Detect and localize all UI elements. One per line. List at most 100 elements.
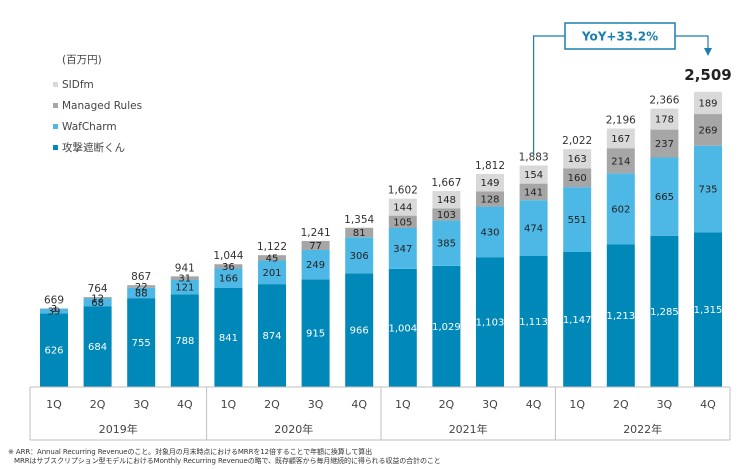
segment-label: 178 (655, 115, 674, 126)
x-tick-label: 4Q (177, 398, 193, 411)
bar-segment (694, 91, 722, 115)
yoy-text: YoY+33.2% (581, 30, 658, 44)
bar-segment (476, 206, 504, 258)
segment-label: 1,147 (563, 315, 592, 326)
total-label: 1,812 (475, 160, 505, 172)
x-tick-label: 2Q (439, 398, 455, 411)
legend-swatch (53, 103, 58, 108)
total-label: 669 (44, 294, 64, 306)
segment-label: 915 (306, 329, 325, 340)
bar-segment (388, 227, 417, 269)
bar-segment (127, 285, 156, 288)
total-label: 1,044 (213, 250, 243, 262)
total-label: 867 (131, 271, 151, 283)
x-tick-label: 3Q (657, 398, 673, 411)
bar-segment (40, 308, 68, 314)
segment-label: 154 (524, 170, 543, 181)
bar-segment (432, 265, 461, 387)
bar-segment (83, 298, 112, 307)
segment-label: 665 (655, 192, 674, 203)
bar-segment (258, 260, 286, 285)
total-label: 941 (175, 262, 195, 274)
legend-label: Managed Rules (62, 100, 142, 112)
segment-label: 121 (175, 283, 194, 294)
total-label: 2,366 (649, 95, 679, 107)
bar-segment (127, 298, 156, 387)
x-tick-label: 3Q (308, 398, 324, 411)
x-tick-label: 1Q (46, 398, 62, 411)
x-tick-label: 2Q (613, 398, 629, 411)
segment-label: 88 (135, 288, 148, 299)
segment-label: 755 (132, 338, 151, 349)
bar-segment (214, 264, 243, 269)
segment-label: 1,113 (519, 317, 548, 328)
total-label: 2,022 (562, 135, 592, 147)
segment-label: 602 (611, 204, 630, 215)
yoy-annotation: YoY+33.2% (532, 22, 712, 156)
bar-segment (388, 198, 417, 216)
bar-segment (563, 168, 592, 188)
total-label: 1,883 (519, 151, 549, 163)
segment-label: 306 (350, 251, 369, 262)
segment-label: 163 (568, 154, 587, 165)
bar-segment (606, 173, 635, 245)
segment-label: 1,103 (476, 318, 505, 329)
bar-segment (432, 191, 461, 209)
segment-label: 149 (480, 178, 499, 189)
segment-label: 166 (219, 274, 238, 285)
year-label: 2020年 (274, 422, 313, 436)
bar-segment (301, 249, 330, 280)
legend-label: SIDfm (62, 79, 94, 91)
axis-layer: 1Q 2Q 3Q 4Q 1Q 2Q 3Q 4Q 1Q 2Q 3Q 4Q 1Q 2Q 3Q 4Q 2019年 202… (29, 386, 731, 441)
total-label: 764 (88, 283, 108, 295)
bar-segment (519, 165, 548, 184)
bar-segment (388, 215, 417, 228)
bar-segment (519, 200, 548, 256)
segment-label: 12 (91, 293, 104, 304)
x-tick-label: 4Q (351, 398, 367, 411)
total-label: 1,354 (344, 214, 374, 226)
bar-segment (258, 284, 286, 387)
legend-swatch (53, 124, 58, 129)
segment-label: 160 (568, 173, 587, 184)
segment-label: 551 (568, 215, 587, 226)
bar-segment (301, 240, 330, 250)
segment-label: 22 (135, 282, 148, 293)
segment-label: 144 (393, 203, 412, 214)
bar-segment (563, 251, 592, 387)
bar-segment (606, 128, 635, 149)
bar-segment (606, 148, 635, 174)
bar-segment (40, 313, 68, 387)
total-label: 2,196 (606, 115, 636, 127)
segment-label: 214 (611, 156, 630, 167)
total-label-latest: 2,509 (684, 66, 731, 84)
bar-segment (563, 187, 592, 252)
x-tick-label: 2Q (90, 398, 106, 411)
bar-segment (519, 255, 548, 387)
year-label: 2019年 (99, 422, 138, 436)
bar-segment (345, 237, 374, 274)
bar-segment (432, 208, 461, 221)
bar-segment (476, 173, 504, 192)
bar-segment (606, 244, 635, 387)
legend: (百万円) SIDfm Managed Rules WafCharm 攻撃遮断くん (53, 54, 142, 154)
x-tick-label: 1Q (569, 398, 585, 411)
segment-label: 626 (44, 346, 63, 357)
bar-segment (127, 287, 156, 299)
bar-segment (345, 227, 374, 238)
bar-segment (476, 257, 504, 387)
bar-segment (83, 306, 112, 387)
bar-segment (650, 108, 679, 130)
segment-label: 128 (480, 195, 499, 206)
segment-label: 841 (219, 333, 238, 344)
segment-label: 201 (262, 268, 281, 279)
segment-label: 77 (309, 241, 322, 252)
bar-segment (694, 145, 722, 233)
bar-segment (694, 232, 722, 387)
x-tick-label: 1Q (395, 398, 411, 411)
legend-swatch (53, 145, 58, 150)
segment-label: 39 (48, 307, 61, 318)
bar-segment (563, 149, 592, 169)
segment-label: 141 (524, 187, 543, 198)
